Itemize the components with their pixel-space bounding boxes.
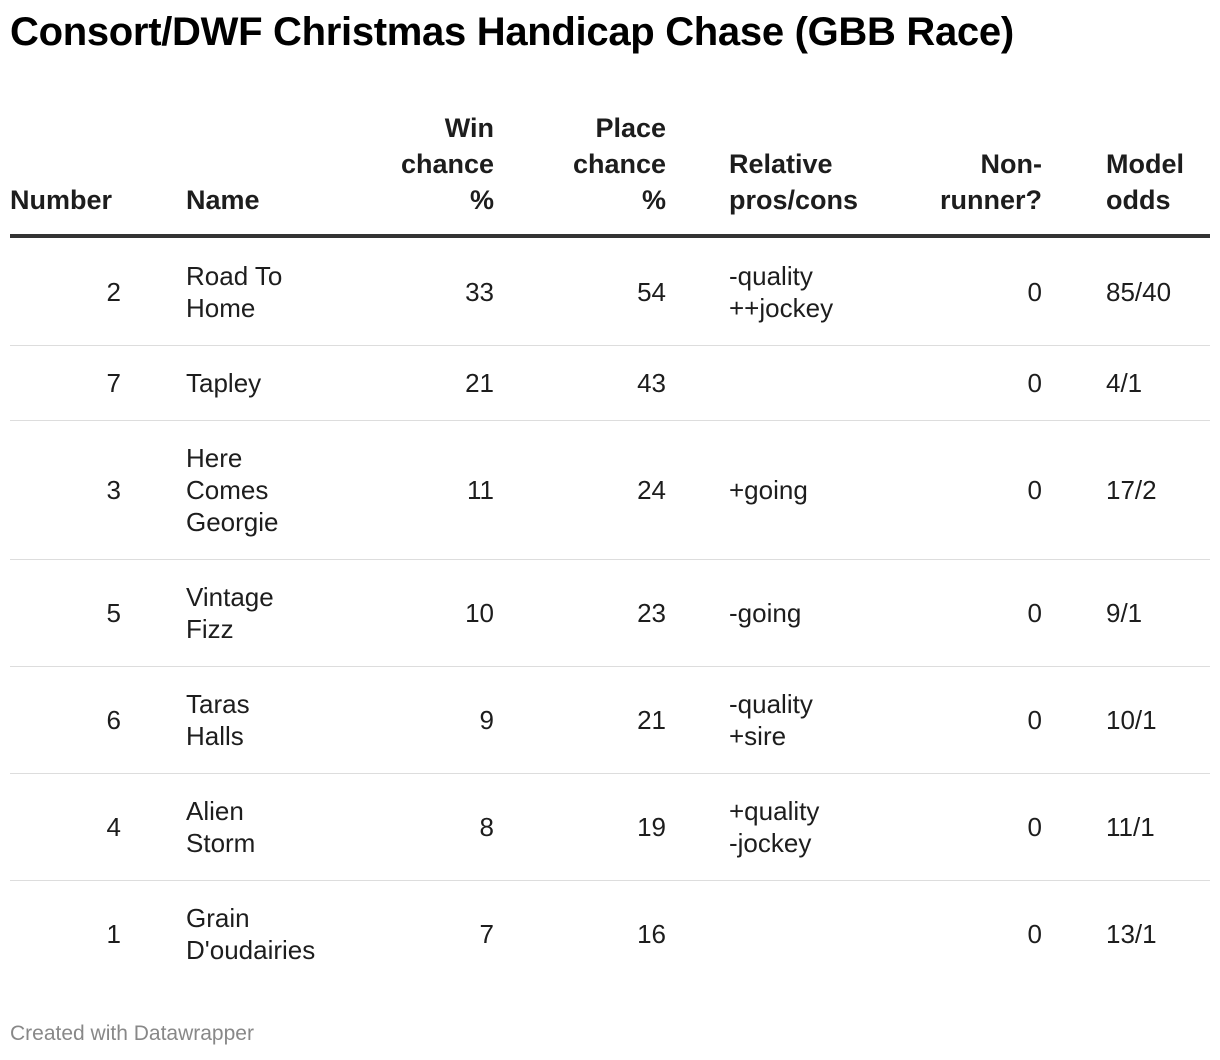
cell-win-chance: 11 xyxy=(364,420,494,560)
cell-number: 3 xyxy=(10,420,121,560)
cell-non-runner: 0 xyxy=(889,666,1042,774)
header-number[interactable]: Number xyxy=(10,110,121,238)
cell-number: 6 xyxy=(10,666,121,774)
cell-place-chance: 19 xyxy=(494,773,666,881)
cell-number: 5 xyxy=(10,559,121,667)
cell-name: Alien Storm xyxy=(186,773,364,881)
table-row: 1 Grain D'oudairies 7 16 0 13/1 xyxy=(10,881,1210,988)
cell-non-runner: 0 xyxy=(889,345,1042,421)
header-place-chance-label: Place chance % xyxy=(572,113,666,215)
header-number-label: Number xyxy=(10,185,113,215)
cell-model-odds: 9/1 xyxy=(1106,559,1210,667)
table-row: 5 Vintage Fizz 10 23 -going 0 9/1 xyxy=(10,559,1210,667)
table-body: 2 Road To Home 33 54 -quality ++jockey 0 85/40… xyxy=(10,236,1210,987)
cell-win-chance: 9 xyxy=(364,666,494,774)
cell-model-odds: 10/1 xyxy=(1106,666,1210,774)
header-place-chance[interactable]: Place chance % xyxy=(494,110,666,238)
cell-name: Taras Halls xyxy=(186,666,364,774)
race-table: Number Name Win chance % Place chance % … xyxy=(10,110,1210,987)
cell-model-odds: 17/2 xyxy=(1106,420,1210,560)
table-row: 4 Alien Storm 8 19 +quality -jockey 0 11/1 xyxy=(10,773,1210,881)
table-row: 7 Tapley 21 43 0 4/1 xyxy=(10,345,1210,421)
header-row: Number Name Win chance % Place chance % … xyxy=(10,110,1210,238)
cell-place-chance: 21 xyxy=(494,666,666,774)
footer-credit: Created with Datawrapper xyxy=(10,1022,254,1045)
header-name-label: Name xyxy=(186,185,260,215)
header-name[interactable]: Name xyxy=(186,110,364,238)
cell-number: 7 xyxy=(10,345,121,421)
cell-pros-cons: +quality -jockey xyxy=(729,773,889,881)
cell-model-odds: 13/1 xyxy=(1106,919,1157,949)
cell-non-runner: 0 xyxy=(889,773,1042,881)
cell-model-odds: 11/1 xyxy=(1106,773,1210,881)
table-header: Number Name Win chance % Place chance % … xyxy=(10,110,1210,238)
table-row: 2 Road To Home 33 54 -quality ++jockey 0 85/40 xyxy=(10,236,1210,346)
header-non-runner-label: Non- runner? xyxy=(939,149,1042,215)
cell-non-runner: 0 xyxy=(889,236,1042,346)
cell-name: Here Comes Georgie xyxy=(186,420,364,560)
cell-non-runner: 0 xyxy=(889,559,1042,667)
cell-non-runner: 0 xyxy=(1027,919,1042,949)
cell-win-chance: 8 xyxy=(364,773,494,881)
cell-number: 2 xyxy=(10,236,121,346)
cell-number: 4 xyxy=(10,773,121,881)
cell-place-chance: 43 xyxy=(494,345,666,421)
cell-pros-cons xyxy=(729,345,889,421)
cell-win-chance: 7 xyxy=(479,919,494,949)
cell-place-chance: 54 xyxy=(494,236,666,346)
table-row: 6 Taras Halls 9 21 -quality +sire 0 10/1 xyxy=(10,666,1210,774)
cell-name: Tapley xyxy=(186,345,364,421)
cell-win-chance: 21 xyxy=(364,345,494,421)
header-non-runner[interactable]: Non- runner? xyxy=(889,110,1042,238)
cell-place-chance: 23 xyxy=(494,559,666,667)
header-win-chance-label: Win chance % xyxy=(400,113,494,215)
cell-name: Vintage Fizz xyxy=(186,559,364,667)
cell-pros-cons: -going xyxy=(729,559,889,667)
header-win-chance[interactable]: Win chance % xyxy=(364,110,494,238)
chart-title: Consort/DWF Christmas Handicap Chase (GB… xyxy=(10,10,1014,54)
cell-model-odds: 85/40 xyxy=(1106,236,1210,346)
cell-number: 1 xyxy=(106,919,121,949)
cell-pros-cons: +going xyxy=(729,420,889,560)
cell-place-chance: 16 xyxy=(637,919,666,949)
header-pros-cons[interactable]: Relative pros/cons xyxy=(729,110,889,238)
cell-name: Grain D'oudairies xyxy=(186,903,316,965)
table-row: 3 Here Comes Georgie 11 24 +going 0 17/2 xyxy=(10,420,1210,560)
header-model-odds[interactable]: Model odds xyxy=(1106,110,1210,238)
cell-win-chance: 10 xyxy=(364,559,494,667)
cell-model-odds: 4/1 xyxy=(1106,345,1210,421)
cell-win-chance: 33 xyxy=(364,236,494,346)
cell-pros-cons xyxy=(729,881,889,988)
header-model-odds-label: Model odds xyxy=(1106,149,1184,215)
cell-name: Road To Home xyxy=(186,236,364,346)
header-pros-cons-label: Relative pros/cons xyxy=(729,149,859,215)
cell-pros-cons: -quality +sire xyxy=(729,666,889,774)
cell-pros-cons: -quality ++jockey xyxy=(729,236,889,346)
cell-place-chance: 24 xyxy=(494,420,666,560)
cell-non-runner: 0 xyxy=(889,420,1042,560)
